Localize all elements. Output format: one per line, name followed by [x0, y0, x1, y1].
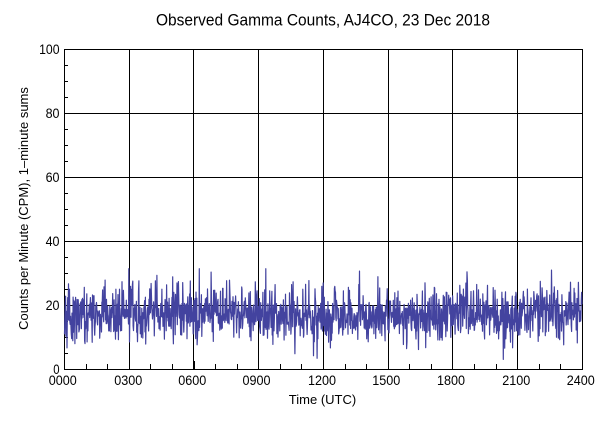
svg-text:0300: 0300 [114, 373, 142, 389]
svg-text:Time (UTC): Time (UTC) [289, 392, 356, 407]
svg-text:100: 100 [39, 42, 59, 58]
svg-text:2100: 2100 [502, 373, 530, 389]
svg-text:Counts per Minute (CPM), 1–min: Counts per Minute (CPM), 1–minute sums [16, 87, 31, 330]
svg-text:1200: 1200 [308, 373, 336, 389]
svg-text:0900: 0900 [243, 373, 271, 389]
svg-text:0000: 0000 [49, 373, 77, 389]
svg-text:0600: 0600 [178, 373, 206, 389]
svg-text:80: 80 [46, 106, 60, 122]
svg-text:Observed Gamma Counts, AJ4CO,: Observed Gamma Counts, AJ4CO, 23 Dec 201… [156, 12, 490, 30]
svg-text:1500: 1500 [372, 373, 400, 389]
svg-text:2400: 2400 [567, 373, 595, 389]
svg-text:1800: 1800 [437, 373, 465, 389]
svg-text:0: 0 [53, 362, 59, 378]
svg-text:20: 20 [46, 298, 60, 314]
svg-text:60: 60 [46, 170, 60, 186]
svg-text:40: 40 [46, 234, 60, 250]
